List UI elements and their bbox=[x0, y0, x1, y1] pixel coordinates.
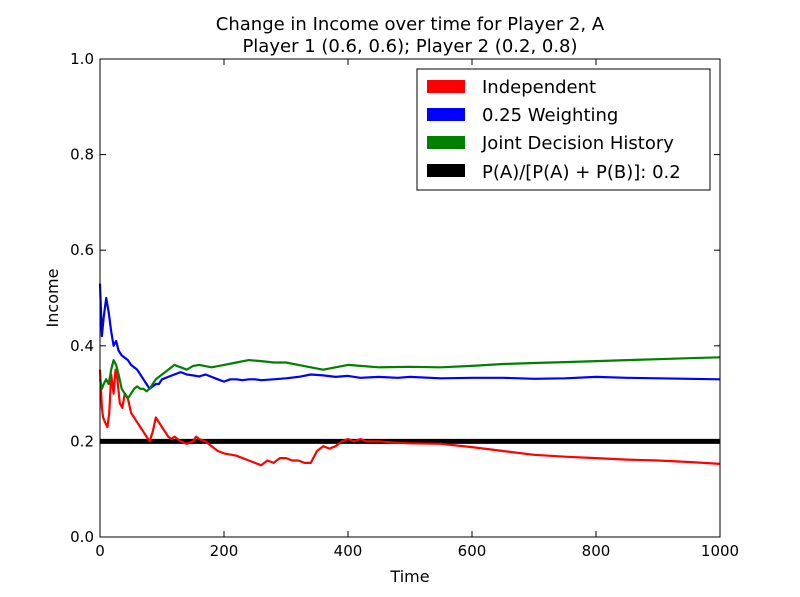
series-line-independent bbox=[98, 368, 721, 467]
legend-label-independent: Independent bbox=[482, 77, 596, 98]
series-line-0-25-weighting bbox=[98, 283, 721, 390]
y-tick-label: 1.0 bbox=[70, 50, 94, 68]
legend-swatch-joint bbox=[427, 136, 465, 149]
chart-title: Change in Income over time for Player 2,… bbox=[216, 14, 605, 35]
legend: Independent 0.25 Weighting Joint Decisio… bbox=[416, 68, 711, 191]
x-tick-label: 800 bbox=[582, 542, 611, 560]
axis-ticks: 0 200 400 600 800 1000 0.0 0.2 0.4 0.6 0.8 1.0 bbox=[70, 50, 739, 560]
legend-label-weighting: 0.25 Weighting bbox=[482, 105, 618, 126]
y-tick-label: 0.4 bbox=[70, 337, 94, 355]
plot-area bbox=[98, 283, 721, 467]
legend-box bbox=[416, 68, 711, 191]
x-tick-label: 600 bbox=[458, 542, 487, 560]
y-axis-label: Income bbox=[43, 269, 62, 328]
legend-label-joint: Joint Decision History bbox=[481, 133, 674, 154]
series-line-joint-decision-history bbox=[98, 356, 721, 400]
y-tick-label: 0.2 bbox=[70, 432, 94, 450]
legend-swatch-ratio bbox=[427, 164, 465, 177]
x-axis-label: Time bbox=[389, 567, 429, 586]
chart-subtitle: Player 1 (0.6, 0.6); Player 2 (0.2, 0.8) bbox=[242, 36, 577, 57]
legend-swatch-weighting bbox=[427, 108, 465, 121]
x-tick-label: 400 bbox=[334, 542, 363, 560]
legend-swatch-independent bbox=[427, 80, 465, 93]
x-tick-label: 0 bbox=[95, 542, 105, 560]
axes-frame bbox=[99, 58, 721, 538]
legend-label-ratio: P(A)/[P(A) + P(B)]: 0.2 bbox=[482, 162, 681, 183]
x-tick-label: 200 bbox=[210, 542, 239, 560]
y-tick-label: 0.8 bbox=[70, 146, 94, 164]
x-tick-label: 1000 bbox=[701, 542, 739, 560]
y-tick-label: 0.6 bbox=[70, 241, 94, 259]
y-tick-label: 0.0 bbox=[70, 528, 94, 546]
